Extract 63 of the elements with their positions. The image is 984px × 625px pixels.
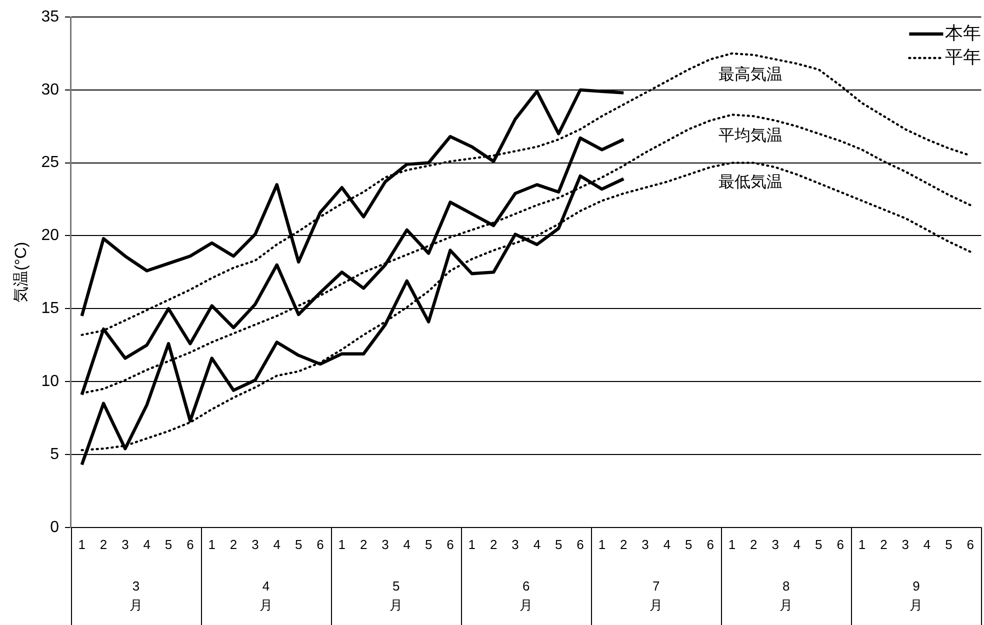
text: 5月 <box>390 578 403 613</box>
x-tick-label: 6 <box>316 536 324 552</box>
annotation: 最低気温 <box>718 174 783 192</box>
x-tick-label: 1 <box>78 536 86 552</box>
x-tick-label: 2 <box>620 536 628 552</box>
annotation: 平均気温 <box>718 128 783 145</box>
x-tick-label: 1 <box>858 536 866 552</box>
legend-label: 本年 <box>945 22 982 43</box>
x-tick-label: 3 <box>512 536 519 552</box>
y-tick-label: 5 <box>50 446 60 463</box>
y-tick-label: 25 <box>41 154 60 172</box>
x-tick-label: 5 <box>815 536 822 552</box>
x-tick-label: 2 <box>490 536 498 552</box>
x-tick-label: 6 <box>836 536 844 552</box>
x-tick-label: 2 <box>750 536 758 552</box>
text: 4月 <box>260 578 273 613</box>
x-tick-label: 4 <box>403 536 411 552</box>
text: 6月 <box>520 578 533 613</box>
y-tick-label: 35 <box>41 8 60 26</box>
x-tick-label: 4 <box>143 536 150 552</box>
x-tick-label: 6 <box>186 536 194 552</box>
x-tick-label: 1 <box>208 536 216 552</box>
x-tick-label: 2 <box>230 536 238 552</box>
annotation: 最高気温 <box>718 65 783 84</box>
x-tick-label: 5 <box>424 536 432 552</box>
x-tick-label: 6 <box>576 536 584 552</box>
x-tick-label: 3 <box>772 536 779 552</box>
y-tick-label: 10 <box>41 372 60 390</box>
x-tick-label: 5 <box>294 536 302 552</box>
y-axis-title: 気温(°C) <box>13 242 30 303</box>
x-tick-label: 3 <box>642 536 649 552</box>
x-tick-label: 4 <box>533 536 541 552</box>
x-tick-label: 1 <box>598 536 606 552</box>
x-tick-label: 6 <box>446 536 454 552</box>
x-tick-label: 1 <box>728 536 736 552</box>
y-tick-label: 20 <box>41 227 60 244</box>
x-tick-label: 2 <box>360 536 368 552</box>
x-tick-label: 5 <box>554 536 562 552</box>
x-tick-label: 4 <box>663 536 671 552</box>
y-tick-label: 0 <box>50 518 60 536</box>
x-tick-label: 2 <box>100 536 108 552</box>
y-tick-label: 30 <box>41 81 60 98</box>
x-tick-label: 2 <box>880 536 888 552</box>
x-tick-label: 4 <box>793 536 801 552</box>
x-tick-label: 5 <box>685 536 692 552</box>
text: 8月 <box>780 578 793 613</box>
legend-label: 平年 <box>945 46 982 67</box>
x-tick-label: 4 <box>273 536 280 552</box>
x-tick-label: 1 <box>468 536 476 552</box>
y-tick-label: 15 <box>41 300 60 318</box>
x-tick-label: 3 <box>122 536 129 552</box>
x-tick-label: 3 <box>252 536 259 552</box>
text: 7月 <box>650 578 663 613</box>
text: 3月 <box>130 578 143 613</box>
x-tick-label: 6 <box>706 536 714 552</box>
x-tick-label: 3 <box>382 536 389 552</box>
x-tick-label: 3 <box>902 536 909 552</box>
x-tick-label: 5 <box>945 536 952 552</box>
x-tick-label: 5 <box>164 536 172 552</box>
x-tick-label: 4 <box>923 536 931 552</box>
x-tick-label: 6 <box>966 536 974 552</box>
text: 9月 <box>910 578 923 613</box>
x-tick-label: 1 <box>338 536 346 552</box>
